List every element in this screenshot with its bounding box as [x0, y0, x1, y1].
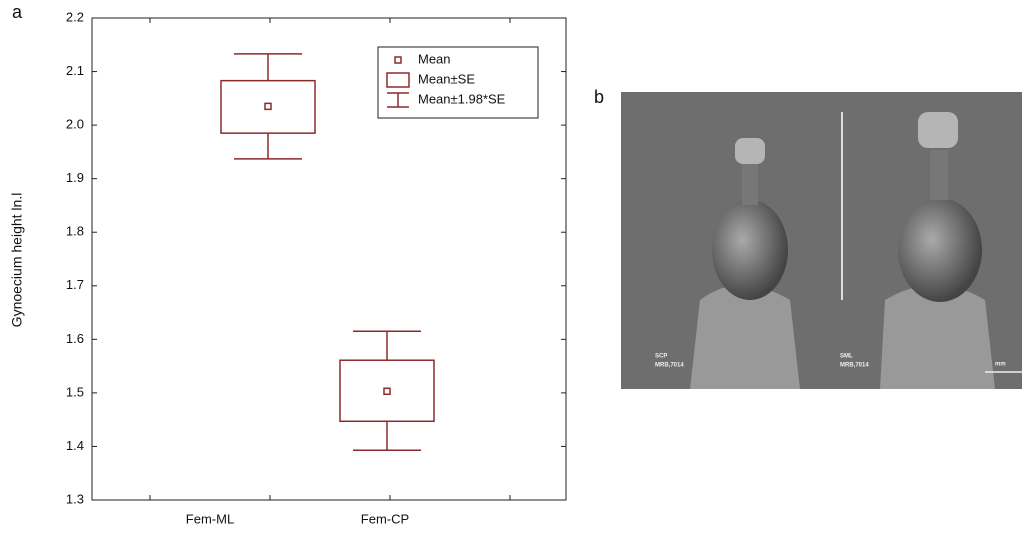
y-tick-label: 1.5: [66, 384, 84, 399]
legend-symbol: [386, 72, 410, 88]
panel-label: b: [594, 87, 604, 107]
y-tick-label: 1.4: [66, 438, 84, 453]
photo-caption: MRB,7014: [840, 363, 869, 369]
legend-label: Mean±1.98*SE: [418, 91, 506, 106]
se-box: [339, 359, 435, 423]
y-tick-label: 2.0: [66, 117, 84, 132]
y-tick-label: 1.6: [66, 331, 84, 346]
photo-stigma: [918, 112, 958, 148]
legend-label: Mean±SE: [418, 71, 475, 86]
se-box: [220, 79, 316, 134]
x-tick-label: Fem-ML: [186, 511, 234, 526]
photo-caption: SML: [840, 354, 853, 360]
photo-style: [742, 160, 758, 205]
legend-symbol: [387, 92, 409, 108]
legend-label: Mean: [418, 51, 451, 66]
y-tick-label: 1.3: [66, 491, 84, 506]
photo-ovary: [712, 200, 788, 300]
legend-box: [377, 46, 539, 119]
panel-label: a: [12, 2, 23, 22]
mean-marker: [383, 387, 391, 396]
y-tick-label: 2.1: [66, 63, 84, 78]
photo-base: [690, 285, 800, 389]
photo-caption: SCP: [655, 354, 667, 360]
photo-stigma: [735, 138, 765, 164]
y-tick-label: 1.8: [66, 224, 84, 239]
photo-style: [930, 150, 948, 200]
y-tick-label: 1.7: [66, 277, 84, 292]
photo-caption: mm: [995, 362, 1006, 368]
mean-marker: [264, 102, 272, 111]
y-axis-label: Gynoecium height ln.l: [9, 193, 25, 328]
x-tick-label: Fem-CP: [361, 511, 409, 526]
photo-caption: MRB,7014: [655, 363, 684, 369]
photo-base: [880, 285, 995, 389]
y-tick-label: 1.9: [66, 170, 84, 185]
y-tick-label: 2.2: [66, 9, 84, 24]
photo: [621, 92, 1022, 389]
photo-ovary: [898, 198, 982, 302]
legend-symbol: [394, 56, 402, 64]
plot-frame: [91, 17, 567, 501]
